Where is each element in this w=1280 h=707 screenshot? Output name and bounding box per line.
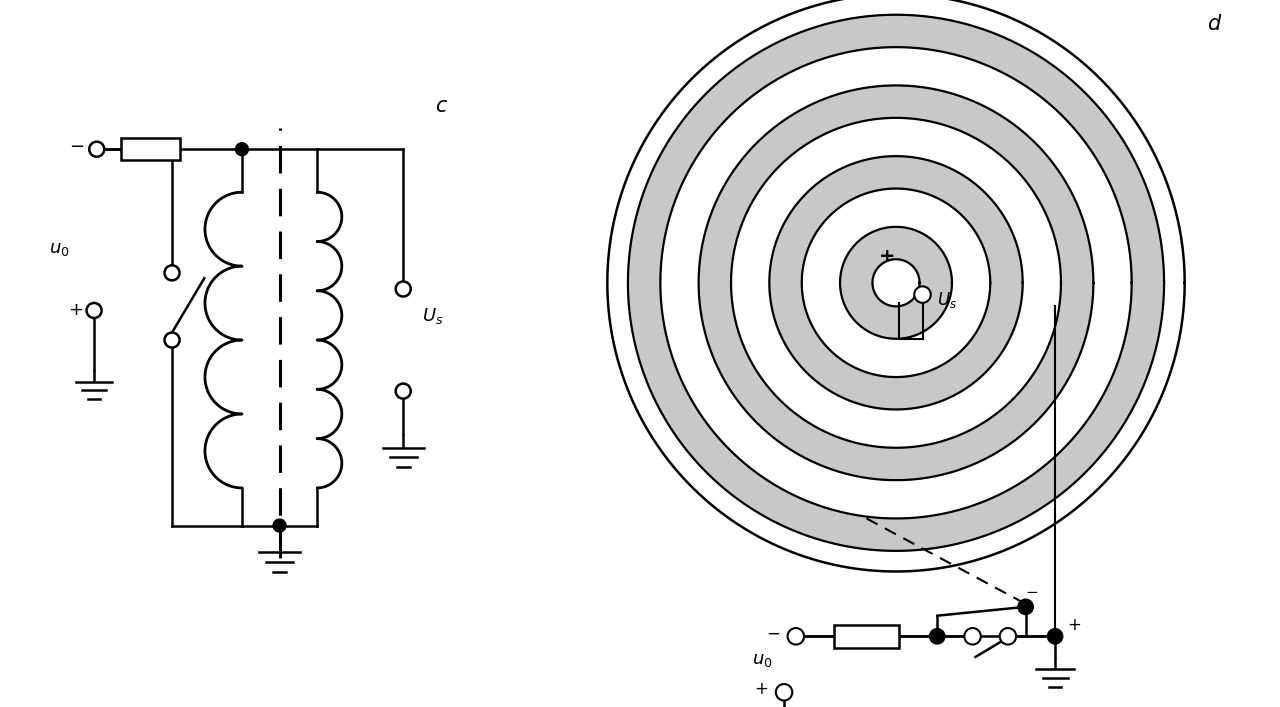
Text: $u_0$: $u_0$ (49, 240, 69, 257)
Circle shape (165, 265, 179, 281)
Bar (122, 139, 180, 160)
Circle shape (396, 384, 411, 399)
Circle shape (929, 629, 945, 644)
Circle shape (165, 332, 179, 348)
Text: +: + (68, 301, 83, 320)
Circle shape (964, 628, 980, 645)
Text: $U_s$: $U_s$ (422, 306, 443, 326)
Circle shape (776, 684, 792, 701)
Circle shape (914, 286, 931, 303)
Circle shape (90, 141, 104, 157)
Polygon shape (628, 15, 1164, 551)
Circle shape (396, 281, 411, 296)
Text: +: + (755, 680, 768, 699)
Polygon shape (769, 156, 1023, 409)
Circle shape (236, 143, 248, 156)
Text: $U_s$: $U_s$ (937, 291, 957, 310)
Polygon shape (699, 86, 1093, 480)
Circle shape (273, 519, 285, 532)
Circle shape (1018, 600, 1033, 614)
Text: +: + (879, 247, 896, 266)
Text: $u_0$: $u_0$ (751, 651, 772, 669)
Text: −: − (69, 138, 84, 156)
Polygon shape (840, 227, 952, 339)
Text: +: + (1066, 616, 1080, 633)
Text: c: c (435, 96, 447, 116)
Circle shape (87, 303, 101, 318)
Circle shape (1047, 629, 1062, 644)
Circle shape (787, 628, 804, 645)
Text: −: − (767, 624, 781, 643)
Bar (835, 624, 899, 648)
Text: −: − (1025, 585, 1038, 600)
Text: d: d (1207, 13, 1221, 33)
Circle shape (1000, 628, 1016, 645)
